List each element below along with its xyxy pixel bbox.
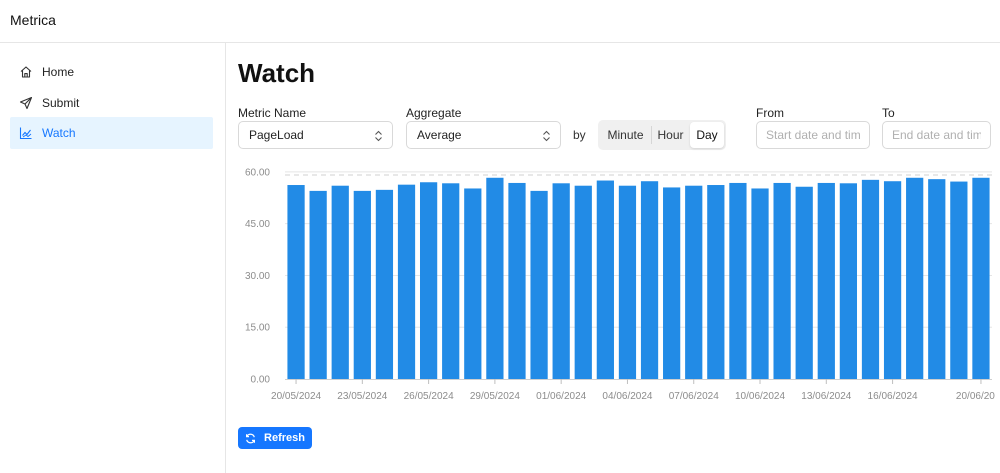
- sidebar-item-label: Watch: [42, 126, 76, 140]
- bar-02/06/2024[interactable]: [574, 185, 592, 379]
- y-tick-label: 15.00: [245, 323, 270, 334]
- bar-06/06/2024[interactable]: [663, 187, 681, 379]
- bar-29/05/2024[interactable]: [486, 177, 504, 379]
- bar-03/06/2024[interactable]: [596, 180, 614, 379]
- bar-25/05/2024[interactable]: [397, 184, 416, 379]
- from-date-input[interactable]: [756, 121, 870, 149]
- sidebar-item-label: Submit: [42, 96, 80, 110]
- metric-name-label: Metric Name: [238, 106, 307, 120]
- to-label: To: [882, 106, 895, 120]
- bar-chart: 0.00 15.00 30.00 45.00 60.00 20/05/2024 23/05/…: [245, 167, 995, 402]
- bar-10/06/2024[interactable]: [751, 188, 769, 379]
- granularity-hour[interactable]: Hour: [657, 128, 684, 142]
- segment-divider: [651, 126, 652, 144]
- bar-20/06/2024[interactable]: [972, 177, 990, 379]
- bar-09/06/2024[interactable]: [729, 182, 747, 379]
- x-tick-label: 10/06/2024: [735, 391, 785, 402]
- bar-07/06/2024[interactable]: [685, 185, 703, 379]
- granularity-minute[interactable]: Minute: [607, 128, 644, 142]
- bar-21/05/2024[interactable]: [309, 190, 327, 379]
- bar-30/05/2024[interactable]: [508, 182, 526, 379]
- home-icon: [19, 65, 33, 79]
- metric-name-value: PageLoad: [249, 128, 304, 142]
- bar-04/06/2024[interactable]: [618, 185, 637, 379]
- bar-23/05/2024[interactable]: [353, 190, 371, 379]
- bar-18/06/2024[interactable]: [928, 179, 946, 379]
- y-tick-label: 0.00: [251, 375, 271, 386]
- x-tick-label: 07/06/2024: [669, 391, 719, 402]
- by-label: by: [573, 128, 586, 142]
- aggregate-select[interactable]: Average: [406, 121, 561, 149]
- bar-16/06/2024[interactable]: [883, 181, 902, 379]
- bar-22/05/2024[interactable]: [331, 185, 349, 379]
- page-title: Watch: [238, 58, 316, 88]
- aggregate-label: Aggregate: [406, 106, 462, 120]
- x-tick-label: 26/05/2024: [404, 391, 454, 402]
- metric-name-select[interactable]: PageLoad: [238, 121, 393, 149]
- y-tick-label: 45.00: [245, 219, 270, 230]
- sidebar-item-label: Home: [42, 65, 75, 79]
- send-icon: [19, 96, 33, 110]
- refresh-button[interactable]: Refresh: [238, 427, 312, 449]
- bar-24/05/2024[interactable]: [375, 189, 394, 379]
- bar-15/06/2024[interactable]: [861, 179, 880, 379]
- bar-19/06/2024[interactable]: [950, 181, 968, 379]
- x-tick-label: 20/05/2024: [271, 391, 321, 402]
- app-title: Metrica: [10, 12, 56, 28]
- sidebar-item-home[interactable]: Home: [10, 56, 213, 88]
- x-tick-label: 13/06/2024: [801, 391, 851, 402]
- top-bar: Metrica: [0, 0, 1000, 43]
- granularity-day[interactable]: Day: [690, 122, 724, 148]
- bar-14/06/2024[interactable]: [839, 183, 858, 379]
- x-tick-label: 16/06/2024: [868, 391, 918, 402]
- bar-31/05/2024[interactable]: [530, 190, 548, 379]
- to-date-input[interactable]: [882, 121, 991, 149]
- chevron-updown-icon: [542, 130, 551, 142]
- bar-20/05/2024[interactable]: [287, 185, 305, 379]
- x-tick-label: 29/05/2024: [470, 391, 520, 402]
- bar-11/06/2024[interactable]: [773, 182, 791, 379]
- bar-13/06/2024[interactable]: [817, 182, 835, 379]
- aggregate-value: Average: [417, 128, 462, 142]
- sidebar-item-watch[interactable]: Watch: [10, 117, 213, 149]
- bar-12/06/2024[interactable]: [795, 186, 813, 379]
- y-tick-label: 30.00: [245, 271, 270, 282]
- refresh-icon: [245, 433, 256, 444]
- bar-05/06/2024[interactable]: [640, 181, 659, 379]
- bar-17/06/2024[interactable]: [906, 177, 924, 379]
- refresh-label: Refresh: [264, 432, 305, 444]
- chart-icon: [19, 126, 33, 140]
- y-tick-label: 60.00: [245, 167, 270, 178]
- x-tick-label: 20/06/2024: [956, 391, 995, 402]
- x-tick-label: 01/06/2024: [536, 391, 586, 402]
- bar-27/05/2024[interactable]: [442, 183, 460, 379]
- x-tick-label: 23/05/2024: [337, 391, 387, 402]
- sidebar-item-submit[interactable]: Submit: [10, 87, 213, 119]
- bar-01/06/2024[interactable]: [552, 183, 570, 379]
- granularity-segmented-control: Minute Hour Day: [598, 120, 726, 150]
- x-tick-label: 04/06/2024: [602, 391, 652, 402]
- bar-28/05/2024[interactable]: [464, 188, 482, 379]
- bar-26/05/2024[interactable]: [419, 182, 438, 379]
- chevron-updown-icon: [374, 130, 383, 142]
- sidebar: Home Submit Watch: [0, 43, 226, 473]
- from-label: From: [756, 106, 784, 120]
- bar-08/06/2024[interactable]: [707, 185, 725, 379]
